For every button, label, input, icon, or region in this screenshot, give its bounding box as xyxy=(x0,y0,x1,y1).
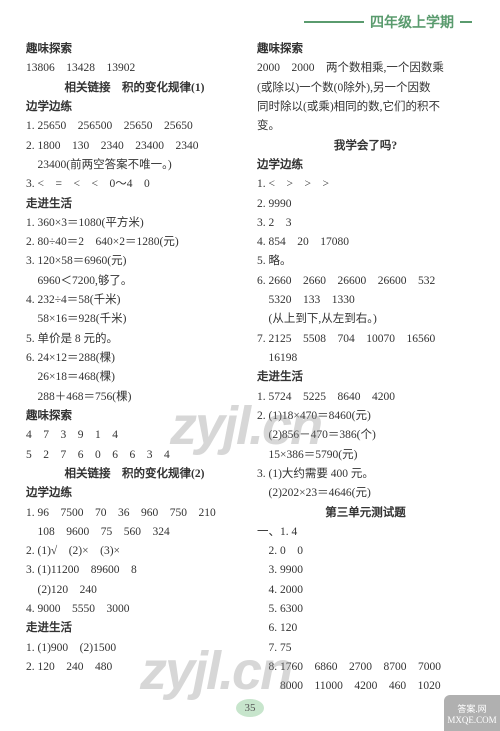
right-line: 趣味探索 xyxy=(257,40,474,59)
right-line: 4. 2000 xyxy=(257,581,474,600)
left-line: 走进生活 xyxy=(26,619,243,638)
right-line: 7. 75 xyxy=(257,639,474,658)
left-line: 2. 120 240 480 xyxy=(26,658,243,677)
left-line: 1. (1)900 (2)1500 xyxy=(26,639,243,658)
right-line: 边学边练 xyxy=(257,156,474,175)
right-line: 3. 2 3 xyxy=(257,214,474,233)
right-line: 4. 854 20 17080 xyxy=(257,233,474,252)
left-line: 6. 24×12＝288(棵) xyxy=(26,349,243,368)
left-line: 3. < = < < 0～4 0 xyxy=(26,175,243,194)
left-line: 相关链接 积的变化规律(1) xyxy=(26,79,243,98)
left-line: 13806 13428 13902 xyxy=(26,59,243,78)
left-line: 边学边练 xyxy=(26,484,243,503)
page-header: 四年级上学期 xyxy=(304,12,472,32)
right-line: (或除以)一个数(0除外),另一个因数 xyxy=(257,79,474,98)
right-line: 一、1. 4 xyxy=(257,523,474,542)
right-line: 8. 1760 6860 2700 8700 7000 xyxy=(257,658,474,677)
left-line: 趣味探索 xyxy=(26,407,243,426)
right-line: 2. 9990 xyxy=(257,195,474,214)
left-line: 1. 360×3＝1080(平方米) xyxy=(26,214,243,233)
right-line: 第三单元测试题 xyxy=(257,504,474,523)
header-rule-right xyxy=(460,21,472,23)
right-line: (从上到下,从左到右。) xyxy=(257,310,474,329)
right-line: (2)202×23＝4646(元) xyxy=(257,484,474,503)
left-line: 3. 120×58＝6960(元) xyxy=(26,252,243,271)
right-line: 3. 9900 xyxy=(257,561,474,580)
right-line: 16198 xyxy=(257,349,474,368)
content-columns: 趣味探索13806 13428 13902相关链接 积的变化规律(1)边学边练1… xyxy=(26,40,474,697)
right-line: (2)856－470＝386(个) xyxy=(257,426,474,445)
right-line: 5. 6300 xyxy=(257,600,474,619)
right-line: 1. 5724 5225 8640 4200 xyxy=(257,388,474,407)
left-line: 26×18＝468(棵) xyxy=(26,368,243,387)
left-line: 5. 单价是 8 元的。 xyxy=(26,330,243,349)
right-line: 2. (1)18×470＝8460(元) xyxy=(257,407,474,426)
right-line: 我学会了吗? xyxy=(257,137,474,156)
right-column: 趣味探索2000 2000 两个数相乘,一个因数乘(或除以)一个数(0除外),另… xyxy=(257,40,474,697)
left-line: 走进生活 xyxy=(26,195,243,214)
left-line: 23400(前两空答案不唯一。) xyxy=(26,156,243,175)
left-line: 3. (1)11200 89600 8 xyxy=(26,561,243,580)
right-line: 2. 0 0 xyxy=(257,542,474,561)
header-rule-left xyxy=(304,21,364,23)
right-line: 7. 2125 5508 704 10070 16560 xyxy=(257,330,474,349)
left-line: 1. 25650 256500 25650 25650 xyxy=(26,117,243,136)
right-line: 15×386＝5790(元) xyxy=(257,446,474,465)
header-title: 四年级上学期 xyxy=(370,12,454,32)
left-line: 1. 96 7500 70 36 960 750 210 xyxy=(26,504,243,523)
right-line: 同时除以(或乘)相同的数,它们的积不 xyxy=(257,98,474,117)
right-line: 6. 2660 2660 26600 26600 532 xyxy=(257,272,474,291)
right-line: 1. < > > > xyxy=(257,175,474,194)
left-line: 相关链接 积的变化规律(2) xyxy=(26,465,243,484)
page-number: 35 xyxy=(236,699,264,717)
left-line: 2. (1)√ (2)× (3)× xyxy=(26,542,243,561)
left-line: 2. 1800 130 2340 23400 2340 xyxy=(26,137,243,156)
right-line: 走进生活 xyxy=(257,368,474,387)
left-line: 6960＜7200,够了。 xyxy=(26,272,243,291)
right-line: 5320 133 1330 xyxy=(257,291,474,310)
right-line: 3. (1)大约需要 400 元。 xyxy=(257,465,474,484)
left-line: 58×16＝928(千米) xyxy=(26,310,243,329)
left-line: 288＋468＝756(棵) xyxy=(26,388,243,407)
badge-line2: MXQE.COM xyxy=(447,715,496,725)
right-line: 2000 2000 两个数相乘,一个因数乘 xyxy=(257,59,474,78)
right-line: 5. 略。 xyxy=(257,252,474,271)
left-column: 趣味探索13806 13428 13902相关链接 积的变化规律(1)边学边练1… xyxy=(26,40,243,697)
left-line: 边学边练 xyxy=(26,98,243,117)
right-line: 6. 120 xyxy=(257,619,474,638)
right-line: 8000 11000 4200 460 1020 xyxy=(257,677,474,696)
left-line: 2. 80÷40＝2 640×2＝1280(元) xyxy=(26,233,243,252)
left-line: 108 9600 75 560 324 xyxy=(26,523,243,542)
right-line: 变。 xyxy=(257,117,474,136)
corner-badge: 答案.网 MXQE.COM xyxy=(444,695,500,731)
left-line: 4. 232÷4＝58(千米) xyxy=(26,291,243,310)
left-line: 4 7 3 9 1 4 xyxy=(26,426,243,445)
badge-line1: 答案.网 xyxy=(457,702,486,715)
left-line: 趣味探索 xyxy=(26,40,243,59)
left-line: 4. 9000 5550 3000 xyxy=(26,600,243,619)
left-line: 5 2 7 6 0 6 6 3 4 xyxy=(26,446,243,465)
left-line: (2)120 240 xyxy=(26,581,243,600)
